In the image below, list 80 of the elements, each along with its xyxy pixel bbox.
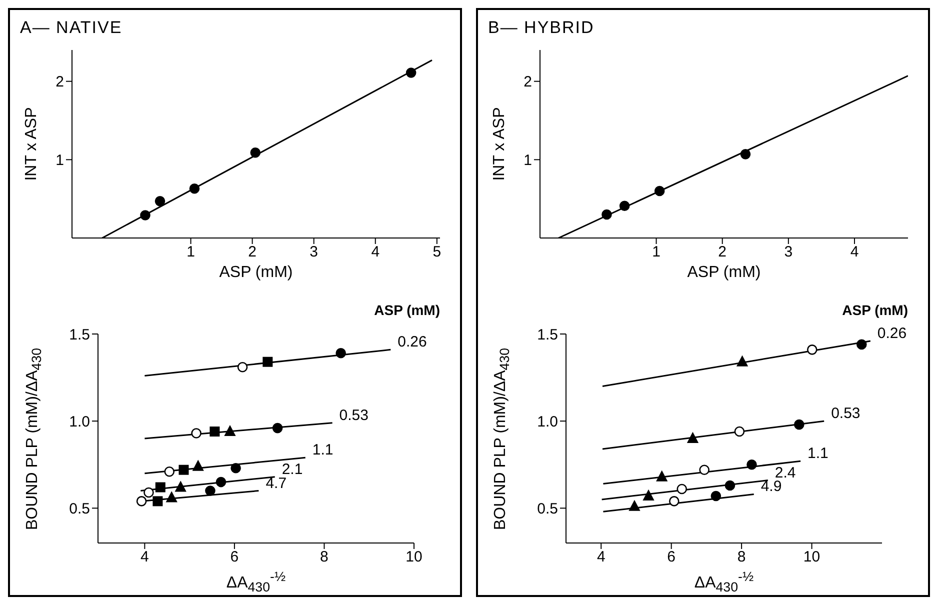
point [140, 210, 150, 220]
y-tick-label: 1.0 [69, 413, 90, 430]
point [710, 490, 722, 502]
series-label: 0.53 [339, 406, 369, 424]
x-tick-label: 8 [320, 548, 328, 566]
x-axis-title: ASP (mM) [219, 264, 293, 282]
point [205, 486, 216, 496]
point [602, 209, 612, 220]
point [746, 459, 757, 470]
y-axis-title: INT x ASP [23, 107, 41, 181]
point [687, 432, 698, 443]
chart-title: A— NATIVE [20, 18, 122, 38]
point [154, 196, 166, 206]
point [619, 200, 630, 212]
x-tick-label: 4 [371, 244, 380, 261]
point [191, 428, 202, 438]
x-tick-label: 4 [850, 244, 859, 261]
y-tick-label: 1.0 [537, 413, 558, 430]
point [237, 362, 248, 372]
y-tick-label: 1.5 [537, 326, 558, 344]
y-tick-label: 0.5 [69, 500, 90, 518]
point [175, 481, 186, 492]
x-tick-label: 1 [186, 244, 195, 261]
series-label: 0.26 [877, 324, 907, 342]
chart-title: B— HYBRID [488, 18, 594, 38]
series-label: 0.26 [398, 334, 427, 351]
x-tick-label: 10 [406, 548, 422, 566]
point [192, 460, 204, 471]
point [136, 496, 147, 506]
point [164, 466, 175, 477]
point [224, 426, 236, 436]
point [794, 419, 804, 430]
series-label: 1.1 [312, 442, 334, 459]
x-tick-label: 3 [310, 244, 318, 261]
point [189, 184, 200, 194]
point [144, 487, 154, 498]
point [724, 480, 736, 491]
point [856, 339, 867, 350]
point [406, 68, 416, 78]
y-axis-title: INT x ASP [491, 107, 509, 181]
point [210, 426, 220, 437]
point [336, 348, 346, 358]
x-axis-title: ASP (mM) [687, 264, 761, 282]
point [736, 356, 748, 366]
legend-title: ASP (mM) [842, 302, 908, 318]
point [734, 426, 745, 437]
legend-title: ASP (mM) [374, 302, 440, 318]
series-label: 0.53 [831, 405, 860, 422]
x-tick-label: 8 [737, 548, 746, 566]
point [152, 496, 163, 506]
x-tick-label: 2 [248, 244, 256, 261]
x-tick-label: 5 [432, 244, 442, 261]
point [806, 344, 818, 355]
x-tick-label: 10 [803, 548, 820, 566]
point [155, 482, 166, 492]
point [230, 462, 241, 474]
x-tick-label: 3 [784, 244, 793, 261]
point [668, 496, 680, 506]
point [262, 356, 273, 367]
y-tick-label: 1.5 [69, 326, 90, 344]
point [740, 149, 751, 160]
point [643, 490, 654, 500]
point [654, 186, 665, 196]
series-label: 1.1 [808, 445, 828, 462]
point [656, 470, 668, 482]
point [272, 422, 283, 434]
x-tick-label: 2 [718, 244, 727, 261]
point [699, 464, 710, 475]
y-tick-label: 0.5 [537, 500, 558, 518]
point [178, 464, 189, 475]
x-tick-label: 6 [230, 548, 239, 566]
x-tick-label: 1 [652, 244, 660, 261]
point [166, 492, 178, 502]
x-tick-label: 6 [667, 548, 676, 566]
x-tick-label: 4 [596, 548, 606, 566]
point [628, 500, 640, 511]
point [676, 484, 688, 494]
x-tick-label: 4 [140, 548, 149, 566]
point [216, 476, 226, 488]
point [250, 147, 261, 158]
